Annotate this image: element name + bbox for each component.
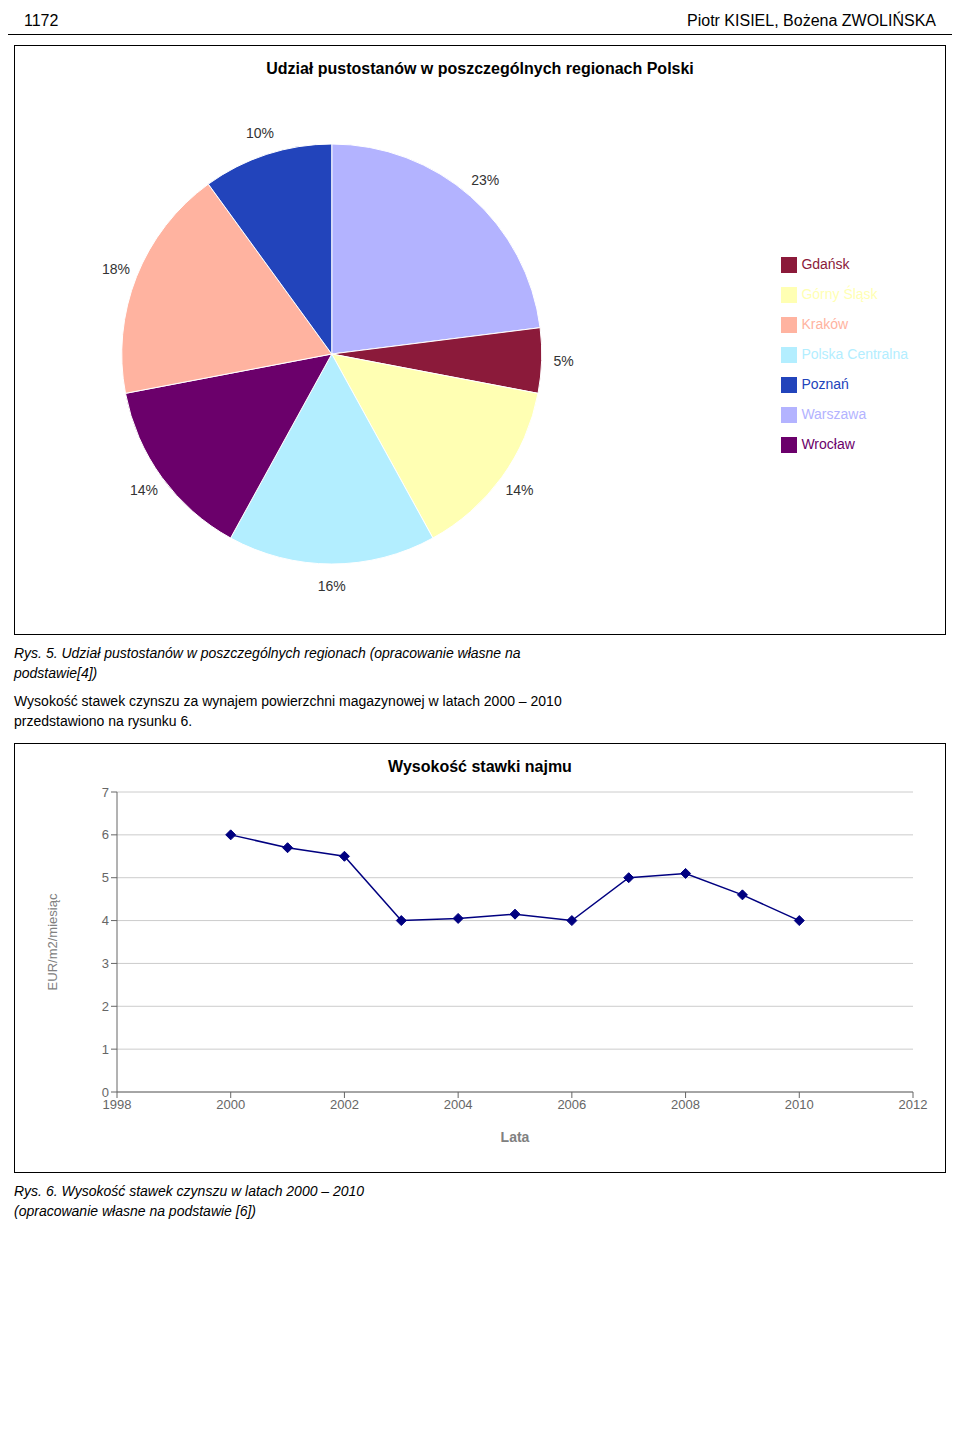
svg-text:1998: 1998 [102,1097,132,1113]
html-text:Gdańsk: Gdańsk [801,256,850,272]
html-text:Polska Centralna: Polska Centralna [801,346,908,362]
html-text:Warszawa: Warszawa [801,406,867,422]
svg-text:23%: 23% [471,172,499,188]
svg-text:16%: 16% [318,578,346,594]
html-text:Rys. 6. Wysokość stawek czynsz: Rys. 6. Wysokość stawek czynszu w latach… [14,1183,365,1199]
html-text:(opracowanie własne na podstaw: (opracowanie własne na podstawie [6]) [14,1203,256,1219]
html-text:podstawie[4]): podstawie[4]) [14,665,98,681]
svg-text:7: 7 [102,785,109,800]
html-text:Wysokość stawek czynszu za wyn: Wysokość stawek czynszu za wynajem powie… [14,693,562,709]
svg-text:1: 1 [102,1042,109,1057]
svg-text:2004: 2004 [444,1097,473,1112]
html-text:Kraków: Kraków [801,316,849,332]
svg-text:2: 2 [102,999,109,1014]
svg-text:2006: 2006 [557,1097,586,1112]
svg-text:6: 6 [102,827,109,842]
svg-text:0: 0 [102,1085,109,1100]
html-text:Górny Śląsk: Górny Śląsk [801,286,878,302]
html-text:Wrocław: Wrocław [801,436,855,452]
svg-text:2008: 2008 [671,1097,700,1112]
html-text:1172: 1172 [24,12,59,29]
svg-text:10%: 10% [246,125,274,141]
html-text:Rys. 5. Udział pustostanów w p: Rys. 5. Udział pustostanów w poszczególn… [14,645,521,661]
svg-text:2002: 2002 [330,1097,359,1112]
svg-text:2010: 2010 [785,1097,814,1112]
svg-text:14%: 14% [505,482,533,498]
html-text:Udział pustostanów w poszczegó: Udział pustostanów w poszczególnych regi… [266,60,694,77]
html-text:Piotr KISIEL, Bożena ZWOLIŃSKA: Piotr KISIEL, Bożena ZWOLIŃSKA [687,12,936,29]
svg-text:Lata: Lata [501,1129,530,1145]
svg-text:5%: 5% [554,353,574,369]
svg-text:18%: 18% [102,261,130,277]
svg-text:3: 3 [102,956,109,971]
svg-text:5: 5 [102,870,109,885]
html-text:Poznań: Poznań [801,376,849,392]
svg-text:14%: 14% [130,482,158,498]
svg-text:EUR/m2/miesiąc: EUR/m2/miesiąc [45,893,60,990]
html-text:przedstawiono na rysunku 6.: przedstawiono na rysunku 6. [14,713,193,729]
svg-text:2012: 2012 [899,1097,928,1112]
html-text:Wysokość stawki najmu: Wysokość stawki najmu [388,758,572,775]
svg-text:2000: 2000 [216,1097,245,1112]
svg-text:4: 4 [102,913,109,928]
